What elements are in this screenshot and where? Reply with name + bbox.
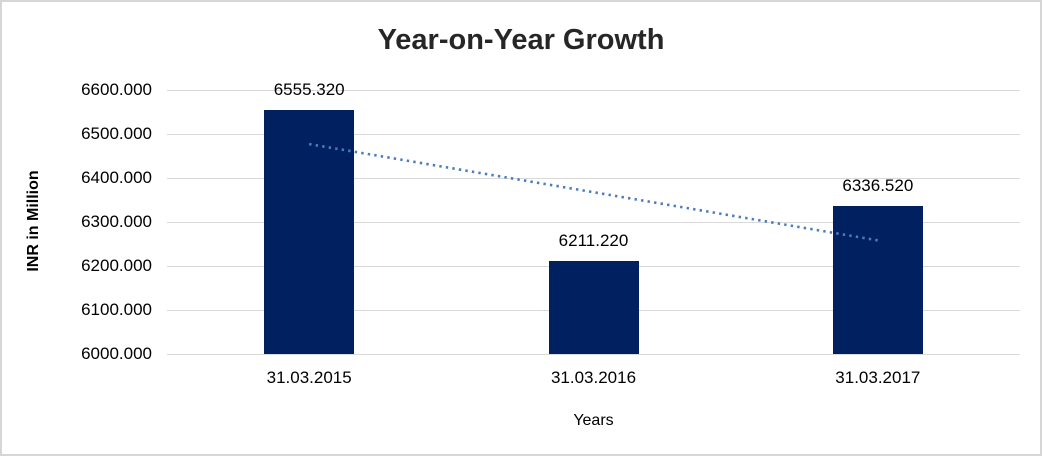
y-tick-label: 6400.000 [81, 168, 152, 187]
chart-title: Year-on-Year Growth [377, 24, 665, 56]
x-tick-label: 31.03.2017 [835, 368, 921, 387]
y-tick-label: 6600.000 [81, 80, 152, 99]
x-axis-title: Years [573, 412, 614, 429]
bar-value-label: 6211.220 [558, 231, 629, 251]
trendline [308, 142, 879, 242]
y-tick-label: 6500.000 [81, 124, 152, 143]
gridline [167, 221, 1020, 223]
x-tick-label: 31.03.2016 [550, 368, 637, 387]
y-tick-label: 6100.000 [81, 300, 152, 319]
gridline [167, 133, 1020, 135]
bar [548, 261, 639, 354]
gridline [167, 177, 1020, 179]
y-tick-label: 6300.000 [81, 212, 152, 231]
x-tick-label: 31.03.2015 [266, 368, 352, 387]
bar-value-label: 6336.520 [842, 175, 914, 195]
bar [832, 205, 923, 354]
plot-area [167, 89, 1020, 355]
y-tick-label: 6000.000 [81, 344, 152, 363]
y-tick-label: 6200.000 [81, 256, 152, 275]
bar-value-label: 6555.320 [273, 79, 345, 99]
gridline [167, 89, 1020, 91]
gridline [167, 353, 1020, 355]
bar [264, 109, 355, 354]
